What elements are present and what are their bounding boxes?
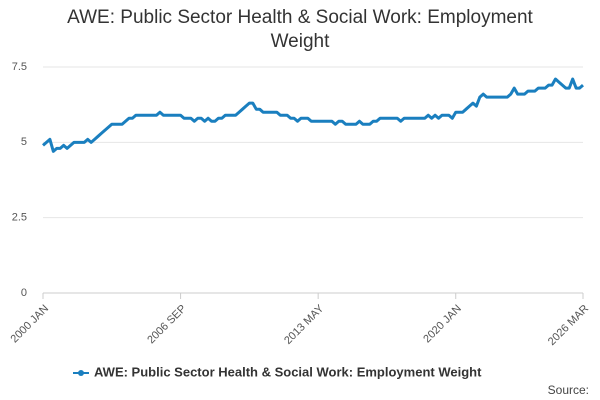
x-tick-label: 2013 MAY: [282, 302, 327, 347]
legend-label: AWE: Public Sector Health & Social Work:…: [94, 364, 482, 379]
x-tick-label: 2020 JAN: [421, 303, 464, 346]
source-label: Source:: [548, 383, 589, 397]
legend-marker: [78, 370, 84, 376]
y-tick-label: 7.5: [12, 61, 27, 73]
data-line: [42, 77, 584, 153]
x-tick-label: 2006 SEP: [145, 303, 189, 347]
y-tick-label: 5: [21, 136, 27, 148]
chart-title: AWE: Public Sector Health & Social Work:…: [67, 7, 533, 52]
y-tick-label: 2.5: [12, 212, 27, 224]
y-tick-label: 0: [21, 287, 27, 299]
x-tick-label: 2000 JAN: [9, 303, 52, 346]
x-tick-label: 2026 MAR: [546, 303, 591, 348]
